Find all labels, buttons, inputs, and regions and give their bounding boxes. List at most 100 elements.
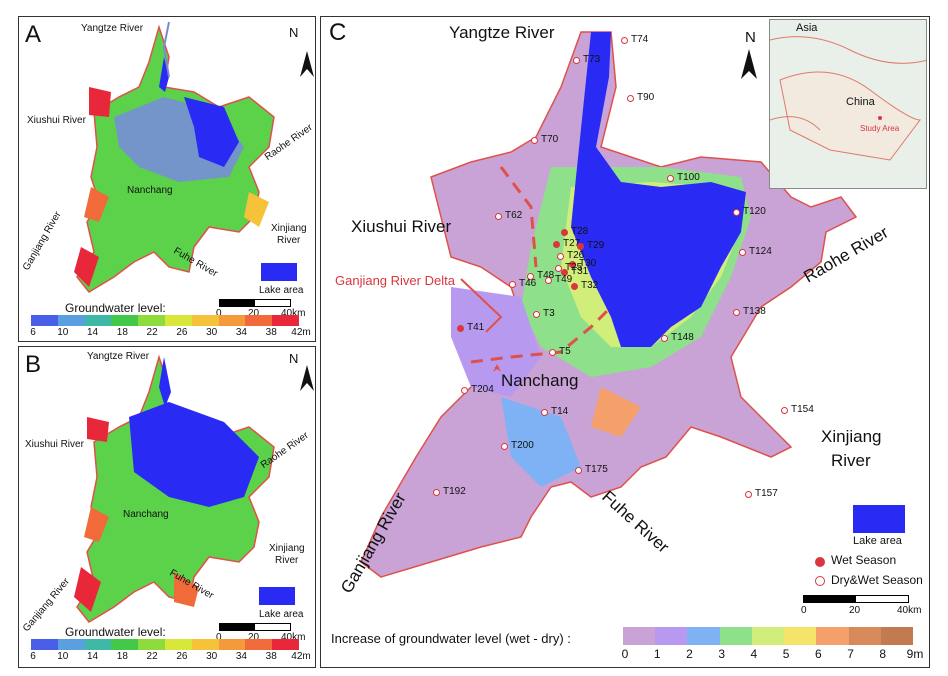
colorbar-tick-label: 6 bbox=[30, 327, 36, 338]
station-label: T138 bbox=[743, 306, 766, 317]
colorbar-tick-label: 14 bbox=[86, 327, 99, 338]
xiushui-label: Xiushui River bbox=[351, 217, 452, 236]
colorbar-tick-label: 42m bbox=[291, 651, 311, 662]
station-marker-icon bbox=[627, 95, 634, 102]
colorbar-segment bbox=[111, 315, 139, 326]
station-label: T26 bbox=[567, 250, 585, 261]
colorbar-tick-label: 26 bbox=[176, 327, 188, 338]
colorbar-tick-label: 14 bbox=[86, 651, 99, 662]
station-label: T100 bbox=[677, 172, 700, 183]
station-label: T62 bbox=[505, 210, 523, 221]
station-marker-icon bbox=[661, 335, 668, 342]
colorbar-tick-label: 22 bbox=[146, 651, 158, 662]
colorbar-tick-label: 26 bbox=[176, 651, 188, 662]
colorbar-tick-label: 10 bbox=[57, 651, 69, 662]
station-label: T14 bbox=[551, 406, 569, 417]
scale-bar bbox=[219, 623, 291, 631]
panel-b-groundwater-wet: B Yangtze River Xiushui River Raohe Rive… bbox=[18, 346, 316, 668]
station-marker-icon bbox=[549, 349, 556, 356]
north-label: N bbox=[745, 29, 756, 46]
panel-a-label: A bbox=[25, 21, 42, 48]
station-marker-icon bbox=[545, 277, 552, 284]
colorbar-segment bbox=[719, 627, 752, 645]
station-marker-icon bbox=[575, 467, 582, 474]
colorbar-tick-label: 6 bbox=[814, 647, 822, 661]
colorbar bbox=[623, 627, 913, 645]
colorbar bbox=[31, 315, 299, 326]
colorbar-tick-label: 42m bbox=[291, 327, 311, 338]
station-label: T32 bbox=[581, 280, 599, 291]
colorbar-segment bbox=[816, 627, 849, 645]
colorbar-segment bbox=[272, 639, 299, 650]
wet-season-marker-icon bbox=[815, 557, 825, 567]
station-label: T28 bbox=[571, 226, 589, 237]
station-marker-icon bbox=[557, 253, 564, 260]
station-label: T29 bbox=[587, 240, 605, 251]
drywet-season-marker-icon bbox=[815, 576, 825, 586]
panel-c-groundwater-increase: C Yangtze River Xiushui River Raohe Rive… bbox=[320, 16, 930, 668]
lake-legend-swatch bbox=[259, 587, 295, 605]
scale-tick-40: 40km bbox=[281, 308, 306, 319]
nanchang-star-icon bbox=[493, 364, 501, 372]
colorbar-segment bbox=[218, 639, 246, 650]
colorbar-tick-label: 18 bbox=[116, 651, 128, 662]
xinjiang-label-1: Xinjiang bbox=[269, 543, 305, 554]
station-marker-icon bbox=[433, 489, 440, 496]
panel-a-map bbox=[74, 21, 314, 293]
lake-legend-label: Lake area bbox=[259, 285, 304, 296]
colorbar bbox=[31, 639, 299, 650]
colorbar-segment bbox=[84, 639, 112, 650]
xinjiang-label-1: Xinjiang bbox=[821, 427, 882, 446]
lake-legend-label: Lake area bbox=[853, 535, 902, 547]
station-marker-icon bbox=[561, 229, 568, 236]
colorbar-segment bbox=[272, 315, 299, 326]
station-label: T192 bbox=[443, 486, 466, 497]
station-marker-icon bbox=[571, 283, 578, 290]
colorbar-tick-label: 3 bbox=[718, 647, 725, 661]
nanchang-label: Nanchang bbox=[123, 509, 169, 520]
inset-study-area-label: Study Area bbox=[860, 124, 900, 133]
inset-map-graphic bbox=[770, 36, 926, 161]
xinjiang-label-1: Xinjiang bbox=[271, 223, 307, 234]
xinjiang-label-2: River bbox=[831, 451, 871, 470]
colorbar-tick-label: 2 bbox=[686, 647, 693, 661]
colorbar-segment bbox=[245, 315, 273, 326]
colorbar-tick-label: 0 bbox=[621, 647, 629, 661]
station-marker-icon bbox=[621, 37, 628, 44]
colorbar-tick-label: 30 bbox=[206, 327, 218, 338]
panel-c-label: C bbox=[329, 19, 347, 46]
colorbar-tick-label: 9m bbox=[906, 647, 924, 661]
colorbar-segment bbox=[164, 639, 192, 650]
station-label: T73 bbox=[583, 54, 601, 65]
colorbar-segment bbox=[191, 639, 219, 650]
north-arrow-icon bbox=[300, 51, 314, 77]
colorbar-title: Increase of groundwater level (wet - dry… bbox=[331, 631, 571, 646]
colorbar-segment bbox=[784, 627, 817, 645]
colorbar-tick-label: 30 bbox=[206, 651, 218, 662]
station-marker-icon bbox=[541, 409, 548, 416]
panel-b-map bbox=[74, 354, 314, 623]
station-marker-icon bbox=[531, 137, 538, 144]
station-label: T74 bbox=[631, 34, 649, 45]
lake-legend-label: Lake area bbox=[259, 609, 304, 620]
xiushui-label: Xiushui River bbox=[25, 439, 84, 450]
xinjiang-label-2: River bbox=[275, 555, 299, 566]
colorbar-segment bbox=[138, 315, 165, 326]
station-marker-icon bbox=[509, 281, 516, 288]
station-label: T90 bbox=[637, 92, 655, 103]
colorbar-tick-label: 10 bbox=[57, 327, 69, 338]
station-label: T148 bbox=[671, 332, 694, 343]
colorbar-segment bbox=[138, 639, 165, 650]
station-marker-icon bbox=[527, 273, 534, 280]
colorbar-segment bbox=[751, 627, 785, 645]
north-arrow-icon bbox=[741, 49, 757, 79]
yangtze-label: Yangtze River bbox=[449, 23, 555, 42]
yangtze-label: Yangtze River bbox=[87, 351, 150, 362]
station-label: T30 bbox=[579, 258, 597, 269]
station-marker-icon bbox=[733, 309, 740, 316]
scale-bar bbox=[219, 299, 291, 307]
colorbar-segment bbox=[31, 315, 58, 326]
station-marker-icon bbox=[495, 213, 502, 220]
colorbar-segment bbox=[84, 315, 112, 326]
station-marker-icon bbox=[739, 249, 746, 256]
